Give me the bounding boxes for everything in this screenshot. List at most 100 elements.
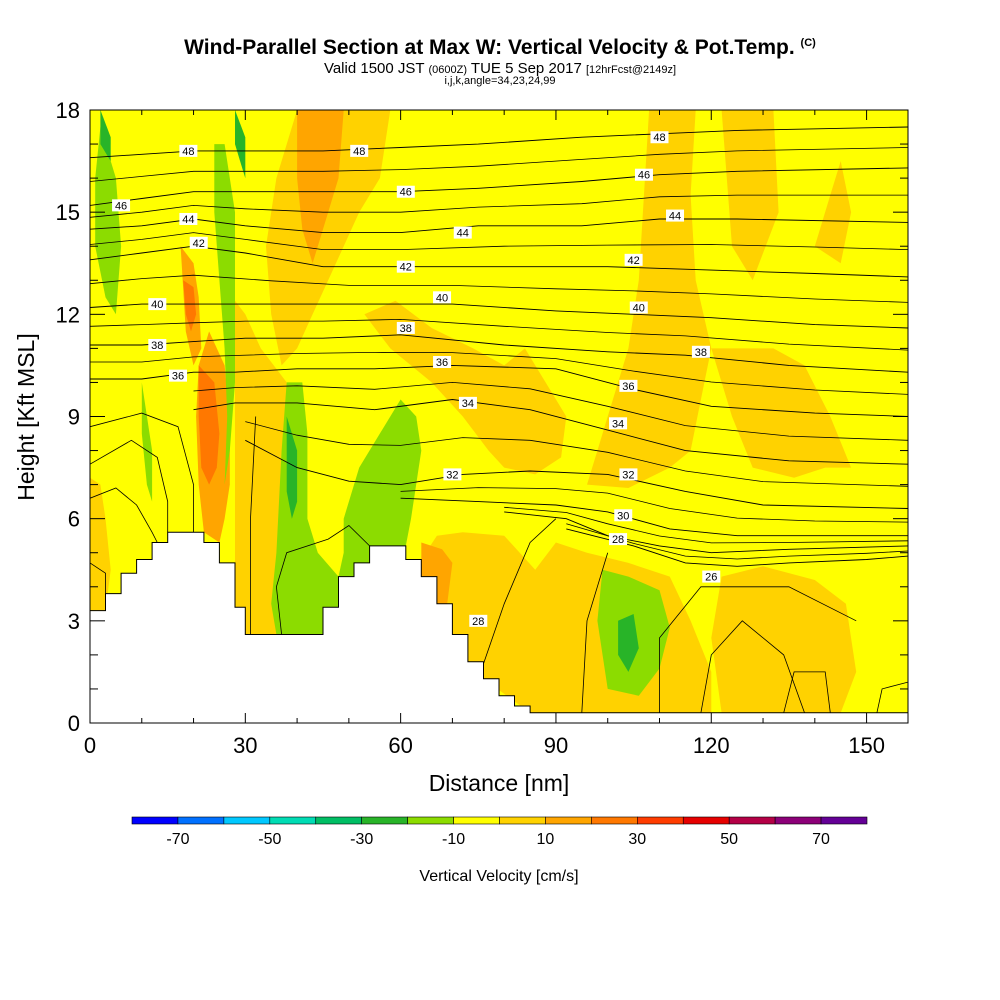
theta-label-4: 34 bbox=[462, 398, 474, 410]
forecast-info: [12hrFcst@2149z] bbox=[585, 64, 677, 76]
low-contour-6 bbox=[477, 518, 557, 679]
velocity-region-6 bbox=[814, 161, 852, 264]
theta-contour-38 bbox=[90, 334, 908, 373]
colorbar-label--50: -50 bbox=[258, 831, 281, 848]
valid-date: TUE 5 Sep 2017 bbox=[470, 60, 582, 77]
x-tick-label-0: 0 bbox=[84, 733, 96, 758]
theta-label-0: 26 bbox=[705, 572, 717, 584]
theta-contour-48 bbox=[90, 126, 908, 159]
theta-label-box-25 bbox=[619, 379, 638, 392]
theta-label-box-7 bbox=[148, 298, 167, 311]
theta-label-26: 34 bbox=[612, 418, 624, 430]
theta-label-7: 40 bbox=[151, 299, 163, 311]
velocity-region-21 bbox=[141, 382, 153, 502]
theta-label-box-14 bbox=[396, 185, 415, 198]
theta-label-19: 42 bbox=[627, 255, 639, 267]
theta-contour-31 bbox=[400, 487, 908, 523]
low-contour-2 bbox=[90, 439, 169, 533]
theta-label-box-12 bbox=[350, 144, 369, 157]
theta-label-23: 38 bbox=[695, 347, 707, 359]
colorbar: -70 -50 -30 -10 10 30 50 70 bbox=[131, 816, 868, 848]
theta-label-11: 48 bbox=[182, 146, 194, 158]
colorbar-swatch-6 bbox=[407, 816, 454, 825]
terrain-fill bbox=[90, 532, 908, 723]
colorbar-label-10: 10 bbox=[537, 831, 555, 848]
velocity-region-9 bbox=[421, 532, 556, 713]
theta-contour-37 bbox=[90, 351, 908, 395]
colorbar-title: Vertical Velocity [cm/s] bbox=[419, 868, 578, 885]
colorbar-label-30: 30 bbox=[628, 831, 646, 848]
velocity-region-24 bbox=[618, 614, 639, 672]
theta-contour-33 bbox=[245, 421, 908, 487]
theta-label-12: 48 bbox=[353, 146, 365, 158]
colorbar-swatch-3 bbox=[269, 816, 317, 825]
colorbar-swatch-9 bbox=[545, 816, 592, 825]
theta-contour-47 bbox=[90, 147, 908, 182]
contour-label-layer: 26 28 30 32 34 36 38 40 42 44 46 48 48 48 46 46 44 44 42 42… bbox=[112, 131, 721, 628]
low-contour-9 bbox=[700, 620, 805, 713]
theta-label-box-13 bbox=[650, 131, 669, 144]
colorbar-label--30: -30 bbox=[350, 831, 373, 848]
low-contour-5 bbox=[275, 524, 370, 635]
theta-label-18: 42 bbox=[400, 262, 412, 274]
chart-title: Wind-Parallel Section at Max W: Vertical… bbox=[0, 36, 1000, 60]
y-tick-label-15: 15 bbox=[56, 200, 80, 225]
theta-label-box-27 bbox=[443, 468, 462, 481]
valid-prefix: Valid 1500 JST bbox=[323, 60, 425, 77]
theta-contour-41 bbox=[90, 274, 908, 303]
x-tick-label-90: 90 bbox=[544, 733, 568, 758]
colorbar-swatch-2 bbox=[223, 816, 271, 825]
theta-contour-34 bbox=[193, 399, 908, 465]
velocity-region-17 bbox=[183, 280, 197, 332]
y-tick-label-3: 3 bbox=[68, 609, 80, 634]
theta-label-13: 48 bbox=[653, 132, 665, 144]
theta-label-27: 32 bbox=[446, 469, 458, 481]
colorbar-label-70: 70 bbox=[812, 831, 830, 848]
y-tick-label-9: 9 bbox=[68, 405, 80, 430]
theta-contour-43 bbox=[90, 232, 908, 251]
theta-contour-29 bbox=[504, 506, 908, 544]
theta-label-20: 40 bbox=[436, 292, 448, 304]
colorbar-label--70: -70 bbox=[166, 831, 189, 848]
theta-label-box-26 bbox=[609, 417, 628, 430]
theta-label-box-1 bbox=[609, 533, 628, 546]
colorbar-swatch-8 bbox=[499, 816, 546, 825]
theta-label-box-2 bbox=[614, 509, 633, 522]
theta-label-24: 36 bbox=[436, 357, 448, 369]
theta-label-15: 46 bbox=[638, 170, 650, 182]
velocity-region-16 bbox=[198, 365, 220, 485]
theta-label-box-23 bbox=[691, 345, 710, 358]
theta-label-box-6 bbox=[148, 338, 167, 351]
theta-label-box-5 bbox=[169, 369, 188, 382]
theta-contour-39 bbox=[90, 318, 908, 351]
theta-label-17: 44 bbox=[669, 211, 681, 223]
theta-contour-30 bbox=[400, 497, 908, 537]
theta-contour-35 bbox=[193, 381, 908, 441]
theta-label-box-19 bbox=[624, 253, 643, 266]
colorbar-swatch-12 bbox=[682, 816, 730, 825]
theta-label-28: 28 bbox=[472, 616, 484, 628]
theta-label-box-18 bbox=[396, 260, 415, 273]
theta-contour-45 bbox=[90, 194, 908, 218]
theta-label-box-24 bbox=[433, 356, 452, 369]
x-tick-label-60: 60 bbox=[388, 733, 412, 758]
theta-label-box-9 bbox=[179, 212, 198, 225]
y-tick-label-6: 6 bbox=[68, 507, 80, 532]
velocity-region-20 bbox=[95, 127, 122, 315]
theta-contour-40 bbox=[90, 303, 908, 329]
theta-label-21: 40 bbox=[633, 303, 645, 315]
theta-contour-28 bbox=[504, 511, 908, 554]
theta-label-6: 38 bbox=[151, 340, 163, 352]
low-contour-4 bbox=[250, 416, 257, 635]
theta-label-box-15 bbox=[634, 168, 653, 181]
x-tick-label-30: 30 bbox=[233, 733, 257, 758]
theta-label-10: 46 bbox=[115, 200, 127, 212]
theta-label-box-17 bbox=[666, 209, 685, 222]
theta-label-box-21 bbox=[629, 301, 648, 314]
valid-time: Valid 1500 JST (0600Z) TUE 5 Sep 2017 [1… bbox=[0, 60, 1000, 77]
theta-contour-27 bbox=[566, 523, 908, 560]
theta-label-box-3 bbox=[619, 468, 638, 481]
y-tick-label-0: 0 bbox=[68, 711, 80, 736]
theta-contour-26 bbox=[566, 528, 908, 567]
velocity-region-2 bbox=[364, 300, 567, 475]
